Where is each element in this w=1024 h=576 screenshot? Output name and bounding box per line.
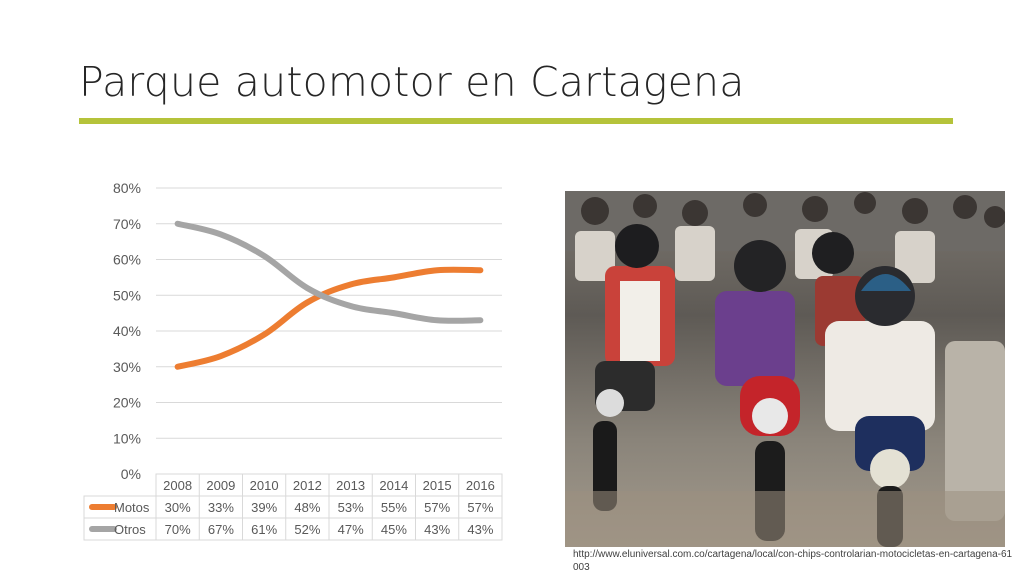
data-label-motos: 48% [294, 500, 320, 515]
x-tick-label: 2009 [206, 478, 235, 493]
y-tick-label: 80% [113, 180, 141, 196]
y-tick-label: 70% [113, 216, 141, 232]
data-label-motos: 57% [467, 500, 493, 515]
y-tick-label: 40% [113, 323, 141, 339]
y-tick-label: 50% [113, 287, 141, 303]
legend-label-otros: Otros [114, 522, 146, 537]
x-tick-label: 2015 [423, 478, 452, 493]
data-label-otros: 70% [165, 522, 191, 537]
motorcycle-crowd-photo [565, 191, 1005, 547]
data-label-motos: 30% [165, 500, 191, 515]
data-label-otros: 43% [467, 522, 493, 537]
data-label-otros: 47% [338, 522, 364, 537]
data-label-motos: 39% [251, 500, 277, 515]
data-label-motos: 33% [208, 500, 234, 515]
data-label-otros: 61% [251, 522, 277, 537]
y-tick-label: 20% [113, 395, 141, 411]
x-tick-label: 2014 [379, 478, 408, 493]
y-tick-label: 10% [113, 430, 141, 446]
data-label-motos: 55% [381, 500, 407, 515]
x-tick-label: 2012 [293, 478, 322, 493]
photo-source-caption: http://www.eluniversal.com.co/cartagena/… [573, 549, 1013, 573]
data-label-otros: 67% [208, 522, 234, 537]
series-line-otros [174, 220, 484, 324]
title-underline [79, 118, 953, 124]
y-tick-label: 30% [113, 359, 141, 375]
series-line-motos [174, 266, 484, 370]
legend-label-motos: Motos [114, 500, 150, 515]
data-label-otros: 45% [381, 522, 407, 537]
data-label-motos: 53% [338, 500, 364, 515]
x-tick-label: 2010 [250, 478, 279, 493]
slide-title: Parque automotor en Cartagena [79, 58, 745, 106]
data-label-otros: 43% [424, 522, 450, 537]
y-tick-label: 60% [113, 252, 141, 268]
y-tick-label: 0% [121, 466, 141, 482]
data-label-motos: 57% [424, 500, 450, 515]
x-tick-label: 2016 [466, 478, 495, 493]
x-tick-label: 2008 [163, 478, 192, 493]
x-tick-label: 2013 [336, 478, 365, 493]
data-label-otros: 52% [294, 522, 320, 537]
